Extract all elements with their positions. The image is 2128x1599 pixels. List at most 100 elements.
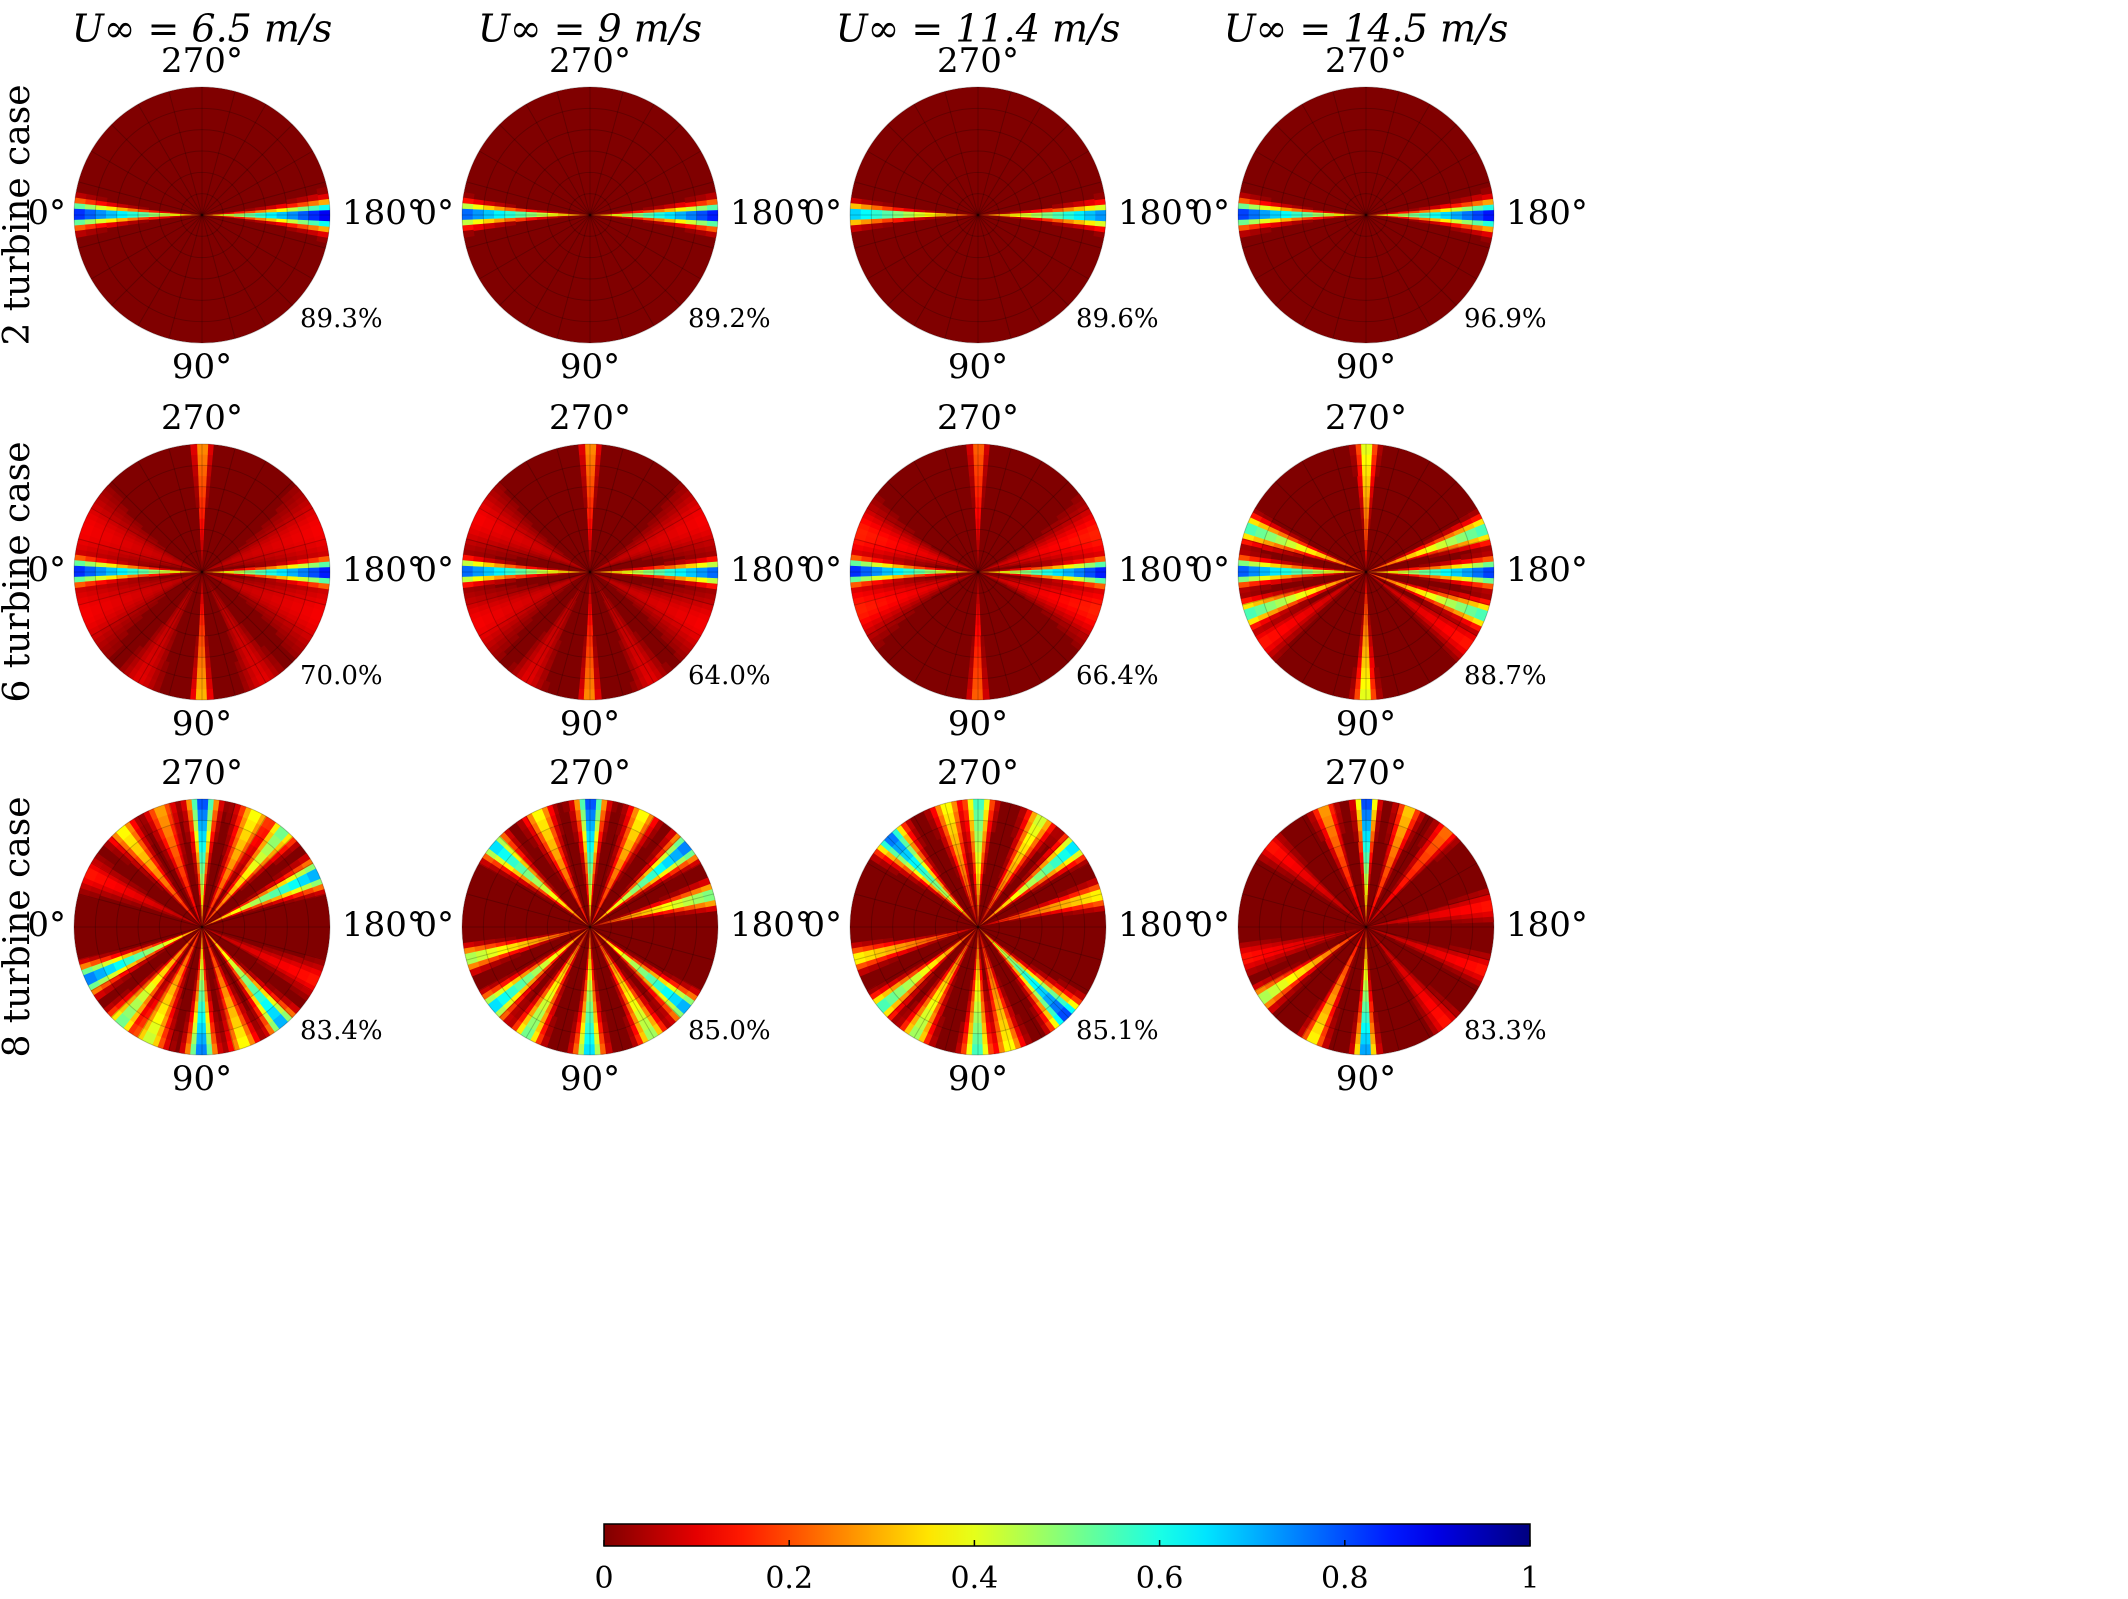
heatmap-cell (1052, 574, 1064, 580)
heatmap-cell (220, 891, 229, 902)
heatmap-cell (493, 563, 506, 569)
heatmap-cell (1030, 580, 1042, 587)
heatmap-cell (1365, 603, 1369, 616)
heatmap-cell (1093, 192, 1106, 201)
heatmap-cell (205, 830, 211, 843)
heatmap-cell (182, 561, 193, 568)
heatmap-cell (169, 882, 178, 894)
row-label: 8 turbine case (0, 796, 38, 1057)
heatmap-cell (674, 558, 687, 566)
heatmap-cell (1248, 209, 1260, 216)
heatmap-cell (946, 560, 958, 566)
heatmap-cell (231, 627, 240, 639)
heatmap-cell (111, 955, 124, 965)
heatmap-cell (472, 561, 484, 568)
heatmap-cell (201, 560, 203, 572)
heatmap-cell (247, 845, 258, 858)
heatmap-cell (616, 587, 628, 596)
heatmap-cell (593, 656, 599, 669)
heatmap-cell (1395, 582, 1407, 589)
heatmap-cell (499, 491, 512, 504)
heatmap-cell (231, 937, 243, 944)
heatmap-cell (624, 991, 634, 1004)
heatmap-cell (118, 545, 131, 554)
heatmap-cell (528, 608, 540, 619)
heatmap-cell (633, 955, 645, 965)
heatmap-cell (936, 557, 948, 563)
heatmap-cell (588, 582, 591, 594)
heatmap-cell (128, 585, 141, 592)
heatmap-cell (1325, 582, 1337, 589)
heatmap-cell (521, 659, 534, 672)
heatmap-cell (243, 557, 255, 563)
heatmap-cell (1062, 575, 1075, 581)
heatmap-cell (233, 214, 246, 218)
heatmap-cell (132, 894, 145, 903)
heatmap-cell (606, 905, 616, 915)
heatmap-cell (557, 618, 566, 630)
heatmap-cell (1063, 571, 1075, 577)
heatmap-cell (108, 495, 121, 508)
heatmap-cell (182, 853, 189, 866)
heatmap-cell (211, 576, 223, 582)
heatmap-cell (1426, 590, 1438, 599)
heatmap-cell (653, 214, 666, 219)
heatmap-cell (559, 559, 571, 565)
heatmap-cell (223, 833, 232, 846)
heatmap-cell (138, 606, 150, 616)
heatmap-cell (946, 563, 958, 568)
heatmap-cell (222, 562, 234, 567)
heatmap-cell (1008, 560, 1021, 566)
heatmap-cell (145, 598, 158, 607)
heatmap-cell (193, 656, 199, 669)
heatmap-cell (481, 989, 495, 1002)
heatmap-cell (469, 522, 482, 533)
heatmap-cell (504, 567, 516, 573)
heatmap-cell (183, 589, 191, 600)
heatmap-cell (1294, 545, 1306, 554)
heatmap-cell (139, 585, 152, 592)
heatmap-cell (226, 618, 235, 630)
heatmap-cell (543, 542, 555, 551)
heatmap-cell (499, 955, 512, 965)
heatmap-cell (676, 608, 690, 618)
heatmap-cell (1290, 568, 1303, 573)
heatmap-cell (868, 612, 882, 623)
heatmap-cell (934, 216, 947, 219)
heatmap-cell (1325, 555, 1337, 562)
heatmap-cell (514, 211, 527, 216)
heatmap-cell (201, 799, 209, 810)
heatmap-cell (877, 604, 890, 614)
heatmap-cell (659, 516, 672, 527)
heatmap-cell (163, 887, 174, 897)
heatmap-cell (630, 910, 643, 917)
heatmap-cell (1369, 656, 1375, 669)
heatmap-cell (691, 507, 705, 519)
heatmap-cell (227, 884, 237, 895)
heatmap-cell (1292, 585, 1305, 592)
heatmap-cell (1058, 619, 1072, 631)
heatmap-cell (976, 539, 979, 551)
heatmap-cell (201, 528, 205, 541)
heatmap-cell (519, 614, 532, 625)
heatmap-cell (120, 949, 132, 957)
heatmap-cell (1385, 579, 1397, 585)
heatmap-cell (1053, 607, 1066, 618)
heatmap-cell (514, 568, 527, 573)
heatmap-cell (1248, 204, 1260, 211)
heatmap-cell (869, 497, 883, 510)
heatmap-cell (661, 590, 674, 599)
heatmap-cell (229, 586, 241, 594)
heatmap-cell (201, 809, 208, 821)
heatmap-cell (644, 974, 657, 986)
heatmap-cell (865, 603, 878, 613)
heatmap-cell (182, 916, 193, 923)
heatmap-cell (202, 921, 212, 927)
heatmap-cell (887, 510, 900, 521)
heatmap-cell (547, 933, 560, 939)
heatmap-cell (212, 574, 224, 578)
heatmap-cell (1480, 186, 1493, 196)
heatmap-cell (242, 1023, 253, 1037)
heatmap-cell (494, 586, 507, 594)
heatmap-cell (540, 1035, 551, 1048)
